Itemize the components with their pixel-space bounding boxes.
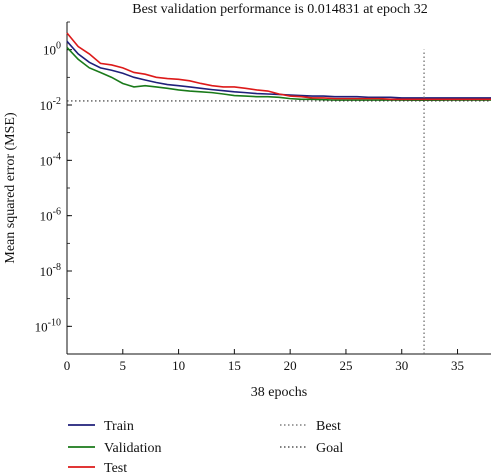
legend-label-validation: Validation xyxy=(104,441,162,456)
legend: Train Validation Test Best Goal xyxy=(68,419,343,473)
x-tick-label: 10 xyxy=(172,358,185,373)
y-tick-label: 10-2 xyxy=(40,96,61,113)
x-tick-label: 5 xyxy=(120,358,127,373)
x-tick-label: 35 xyxy=(451,358,464,373)
series-lines xyxy=(66,32,491,354)
x-tick-label: 30 xyxy=(395,358,408,373)
y-axis-label: Mean squared error (MSE) xyxy=(3,112,18,264)
y-tick-label: 10-8 xyxy=(40,262,61,279)
x-axis-label: 38 epochs xyxy=(251,385,307,400)
legend-label-best: Best xyxy=(316,419,341,434)
y-tick-label: 10-6 xyxy=(40,207,61,224)
legend-label-goal: Goal xyxy=(316,441,343,456)
x-tick-label: 25 xyxy=(339,358,352,373)
legend-label-test: Test xyxy=(104,461,127,473)
chart-title: Best validation performance is 0.014831 … xyxy=(132,2,427,17)
series-line-validation xyxy=(66,46,491,102)
series-line-test xyxy=(66,32,491,101)
y-ticks: 100 10-2 10-4 10-6 10-8 10-10 xyxy=(35,21,72,355)
x-ticks: 0 5 10 15 20 25 30 35 xyxy=(64,349,464,373)
series-line-train xyxy=(66,40,491,99)
x-tick-label: 20 xyxy=(284,358,297,373)
y-tick-label: 10-4 xyxy=(40,151,61,168)
x-tick-label: 15 xyxy=(228,358,241,373)
x-tick-label: 0 xyxy=(64,358,71,373)
y-tick-label: 10-10 xyxy=(35,317,61,334)
legend-label-train: Train xyxy=(104,419,134,434)
y-tick-label: 100 xyxy=(43,41,61,58)
